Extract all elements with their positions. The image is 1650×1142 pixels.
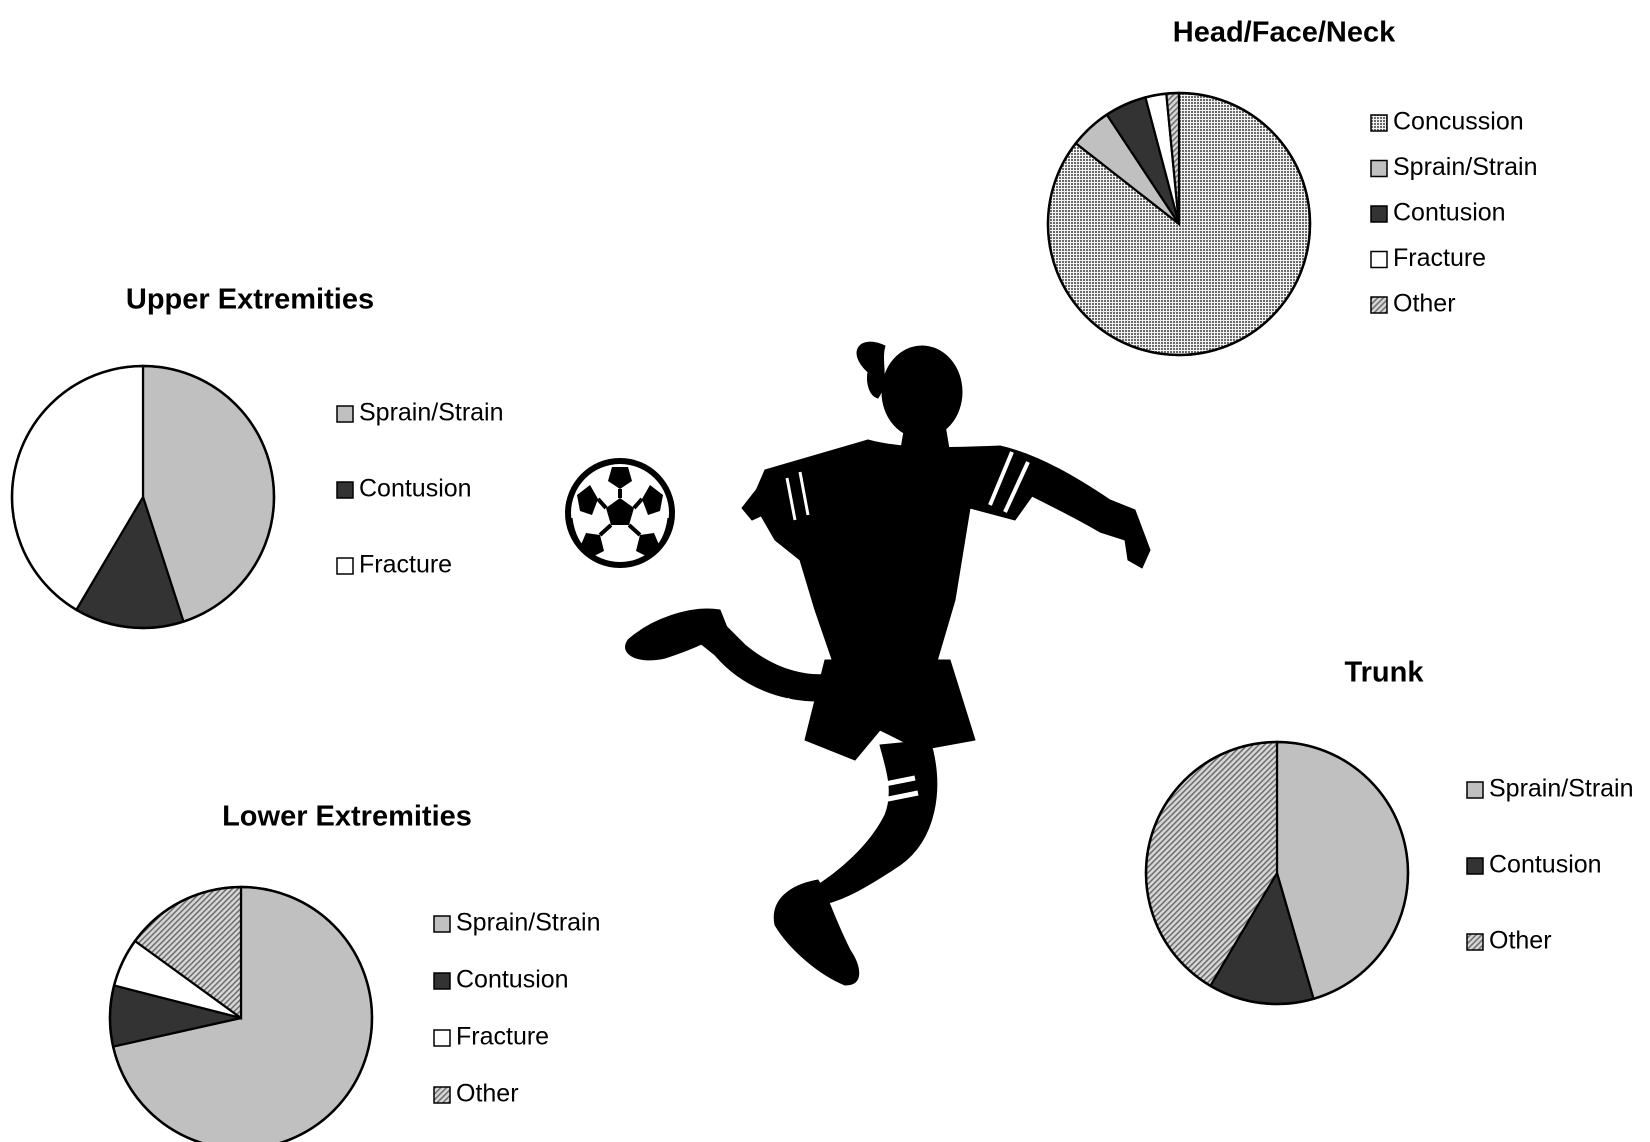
legend-label-fracture: Fracture (1393, 244, 1486, 272)
legend-swatch-sprain-strain (336, 405, 354, 423)
legend-swatch-contusion (433, 972, 451, 990)
pie-outline (1144, 740, 1410, 1006)
legend-swatch-contusion (336, 481, 354, 499)
legend-label-fracture: Fracture (456, 1023, 549, 1051)
legend-swatch-other (1466, 933, 1484, 951)
legend-swatch-contusion (1370, 205, 1388, 223)
legend-label-fracture: Fracture (359, 551, 452, 579)
pie-chart-upper-extremities: Upper Extremities Sprain/Strain Contusion F… (10, 284, 504, 630)
legend-swatch-other (433, 1086, 451, 1104)
legend-swatch-other (1370, 296, 1388, 314)
chart-title: Upper Extremities (126, 284, 374, 316)
legend-swatch-concussion (1370, 114, 1388, 132)
legend-swatch-sprain-strain (1466, 781, 1484, 799)
pie-chart-head: Head/Face/Neck Concussion Sprain/Strain Con… (1046, 17, 1538, 357)
legend-label-other: Other (1393, 290, 1456, 318)
pie-outline (108, 885, 374, 1142)
pie-chart-trunk: Trunk Sprain/Strain Contusion Other (1144, 657, 1634, 1006)
legend-swatch-fracture (336, 557, 354, 575)
legend-label-contusion: Contusion (1489, 851, 1602, 879)
legend-swatch-contusion (1466, 857, 1484, 875)
chart-title: Lower Extremities (222, 801, 472, 833)
pie-chart-lower-extremities: Lower Extremities Sprain/Strain Contusion F… (108, 801, 601, 1142)
legend-label-contusion: Contusion (359, 475, 472, 503)
pie-outline (10, 364, 276, 630)
pie-outline (1046, 91, 1312, 357)
legend-label-concussion: Concussion (1393, 108, 1524, 136)
legend-swatch-sprain-strain (1370, 159, 1388, 178)
soccer-player-silhouette-icon (625, 341, 1151, 986)
legend-swatch-sprain-strain (433, 915, 451, 933)
legend-swatch-fracture (1370, 250, 1388, 269)
legend-label-other: Other (456, 1080, 519, 1108)
legend-label-sprain-strain: Sprain/Strain (1393, 153, 1538, 181)
chart-title: Head/Face/Neck (1173, 17, 1396, 49)
legend-label-sprain-strain: Sprain/Strain (1489, 775, 1634, 803)
legend-label-other: Other (1489, 927, 1552, 955)
legend-label-sprain-strain: Sprain/Strain (359, 399, 504, 427)
legend-label-contusion: Contusion (1393, 199, 1506, 227)
legend-swatch-fracture (433, 1029, 451, 1047)
chart-title: Trunk (1345, 657, 1425, 689)
soccer-ball-icon (565, 458, 675, 568)
legend-label-sprain-strain: Sprain/Strain (456, 909, 601, 937)
legend-label-contusion: Contusion (456, 966, 569, 994)
